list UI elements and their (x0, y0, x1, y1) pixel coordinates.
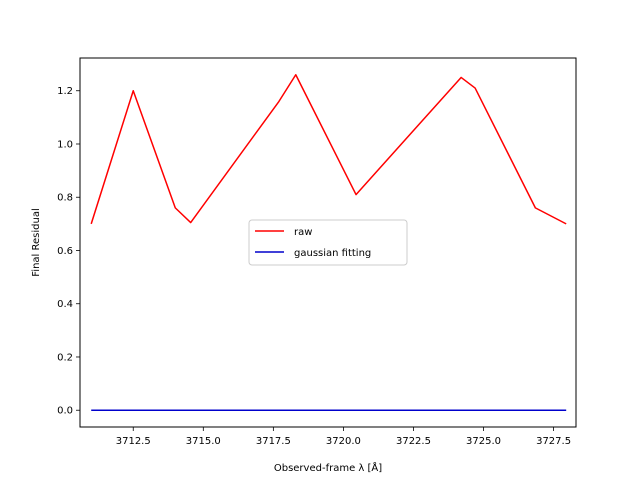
series-layer (90, 74, 567, 411)
y-tick-label: 1.2 (57, 86, 73, 97)
x-tick-label: 3717.5 (256, 436, 291, 447)
x-axis-ticks: 3712.5 3715.0 3717.5 3720.0 3722.5 3725.0 3727… (116, 427, 571, 447)
x-tick-label: 3727.5 (536, 436, 571, 447)
legend: raw gaussian fitting (248, 219, 408, 266)
y-tick-label: 0.8 (57, 193, 73, 204)
y-tick-label: 1.0 (57, 139, 73, 150)
y-tick-label: 0.4 (57, 299, 73, 310)
legend-entry-raw: raw (294, 227, 312, 238)
y-tick-label: 0.6 (57, 246, 73, 257)
y-tick-label: 0.0 (57, 406, 73, 417)
series-line-raw (90, 74, 567, 225)
legend-entry-gaussian-fitting: gaussian fitting (294, 248, 371, 259)
legend-box (248, 219, 408, 266)
x-tick-label: 3712.5 (116, 436, 151, 447)
x-tick-label: 3720.0 (326, 436, 361, 447)
y-tick-label: 0.2 (57, 352, 73, 363)
x-tick-label: 3715.0 (186, 436, 221, 447)
x-tick-label: 3725.0 (466, 436, 501, 447)
x-tick-label: 3722.5 (396, 436, 431, 447)
y-axis-label: Final Residual (31, 208, 42, 276)
x-axis-label: Observed-frame λ [Å] (274, 461, 382, 474)
y-axis-ticks: 0.0 0.2 0.4 0.6 0.8 1.0 1.2 (57, 86, 80, 417)
